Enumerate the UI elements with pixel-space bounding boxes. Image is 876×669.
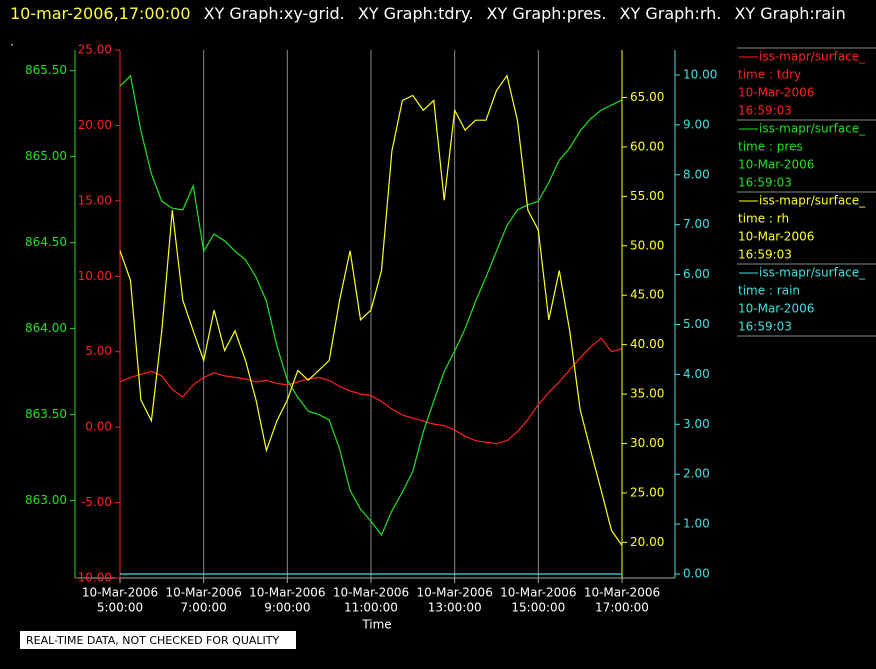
x-tick-label: 17:00:00 <box>595 601 649 615</box>
y-tick-label: 0.00 <box>683 567 710 581</box>
x-tick-label: 5:00:00 <box>97 601 143 615</box>
y-tick-label: 4.00 <box>683 367 710 381</box>
y-tick-label: 863.00 <box>25 493 67 507</box>
y-tick-label: 60.00 <box>630 139 664 153</box>
x-tick-label: 10-Mar-2006 <box>249 586 325 600</box>
x-tick-label: 10-Mar-2006 <box>584 586 660 600</box>
legend-date: 10-Mar-2006 <box>738 86 814 100</box>
notice-box <box>20 631 296 649</box>
y-tick-label: 35.00 <box>630 387 664 401</box>
x-tick-label: 10-Mar-2006 <box>165 586 241 600</box>
y-tick-label: 65.00 <box>630 90 664 104</box>
notice: REAL-TIME DATA, NOT CHECKED FOR QUALITY <box>26 634 280 647</box>
y-tick-label: -10.00 <box>73 571 112 585</box>
y-tick-label: 15.00 <box>78 193 112 207</box>
x-tick-label: 11:00:00 <box>344 601 398 615</box>
y-tick-label: 865.00 <box>25 149 67 163</box>
legend-name: iss-mapr/surface_ <box>759 194 866 208</box>
x-tick-label: 10-Mar-2006 <box>500 586 576 600</box>
tab[interactable]: XY Graph:tdry. <box>358 4 474 23</box>
y-tick-label: 864.50 <box>25 235 67 249</box>
x-axis-label: Time <box>361 618 391 632</box>
legend-name: iss-mapr/surface_ <box>759 122 866 136</box>
y-tick-label: 45.00 <box>630 288 664 302</box>
tab[interactable]: XY Graph:rain <box>734 4 845 23</box>
y-tick-label: 9.00 <box>683 117 710 131</box>
y-tick-label: 25.00 <box>630 485 664 499</box>
legend-date: 10-Mar-2006 <box>738 302 814 316</box>
series-line <box>119 74 623 537</box>
x-tick-label: 10-Mar-2006 <box>333 586 409 600</box>
y-tick-label: 863.50 <box>25 407 67 421</box>
y-tick-label: 2.00 <box>683 467 710 481</box>
legend-variable: time : rh <box>738 212 789 226</box>
marker: . <box>10 35 14 49</box>
y-tick-label: 5.00 <box>85 344 112 358</box>
legend-variable: time : rain <box>738 284 800 298</box>
x-tick-label: 10-Mar-2006 <box>416 586 492 600</box>
tab[interactable]: XY Graph:rh. <box>620 4 722 23</box>
y-tick-label: 50.00 <box>630 238 664 252</box>
series-line <box>119 337 623 445</box>
legend-name: iss-mapr/surface_ <box>759 50 866 64</box>
y-tick-label: 8.00 <box>683 167 710 181</box>
x-tick-label: 13:00:00 <box>428 601 482 615</box>
y-tick-label: 40.00 <box>630 337 664 351</box>
y-tick-label: 3.00 <box>683 417 710 431</box>
y-tick-label: 20.00 <box>78 118 112 132</box>
legend-time: 16:59:03 <box>738 176 792 190</box>
legend-time: 16:59:03 <box>738 248 792 262</box>
legend-name: iss-mapr/surface_ <box>759 266 866 280</box>
y-tick-label: 10.00 <box>78 269 112 283</box>
tab[interactable]: XY Graph:pres. <box>487 4 607 23</box>
timestamp: 10-mar-2006,17:00:00 <box>10 4 191 23</box>
y-tick-label: 1.00 <box>683 517 710 531</box>
y-tick-label: -5.00 <box>81 495 112 509</box>
legend-time: 16:59:03 <box>738 320 792 334</box>
legend-variable: time : tdry <box>738 68 801 82</box>
legend-time: 16:59:03 <box>738 104 792 118</box>
y-tick-label: 864.00 <box>25 321 67 335</box>
header: 10-mar-2006,17:00:00 XY Graph:xy-grid. X… <box>10 4 846 23</box>
legend-variable: time : pres <box>738 140 803 154</box>
y-tick-label: 7.00 <box>683 217 710 231</box>
y-tick-label: 6.00 <box>683 267 710 281</box>
legend-date: 10-Mar-2006 <box>738 230 814 244</box>
y-tick-label: 25.00 <box>78 43 112 57</box>
y-tick-label: 30.00 <box>630 436 664 450</box>
x-tick-label: 10-Mar-2006 <box>82 586 158 600</box>
y-tick-label: 55.00 <box>630 189 664 203</box>
y-tick-label: 10.00 <box>683 67 717 81</box>
tab[interactable]: XY Graph:xy-grid. <box>204 4 345 23</box>
y-tick-label: 865.50 <box>25 63 67 77</box>
x-tick-label: 15:00:00 <box>511 601 565 615</box>
y-tick-label: 5.00 <box>683 317 710 331</box>
y-tick-label: 20.00 <box>630 535 664 549</box>
x-tick-label: 9:00:00 <box>264 601 310 615</box>
y-tick-label: 0.00 <box>85 420 112 434</box>
series-line <box>119 74 623 546</box>
legend-date: 10-Mar-2006 <box>738 158 814 172</box>
x-tick-label: 7:00:00 <box>181 601 227 615</box>
